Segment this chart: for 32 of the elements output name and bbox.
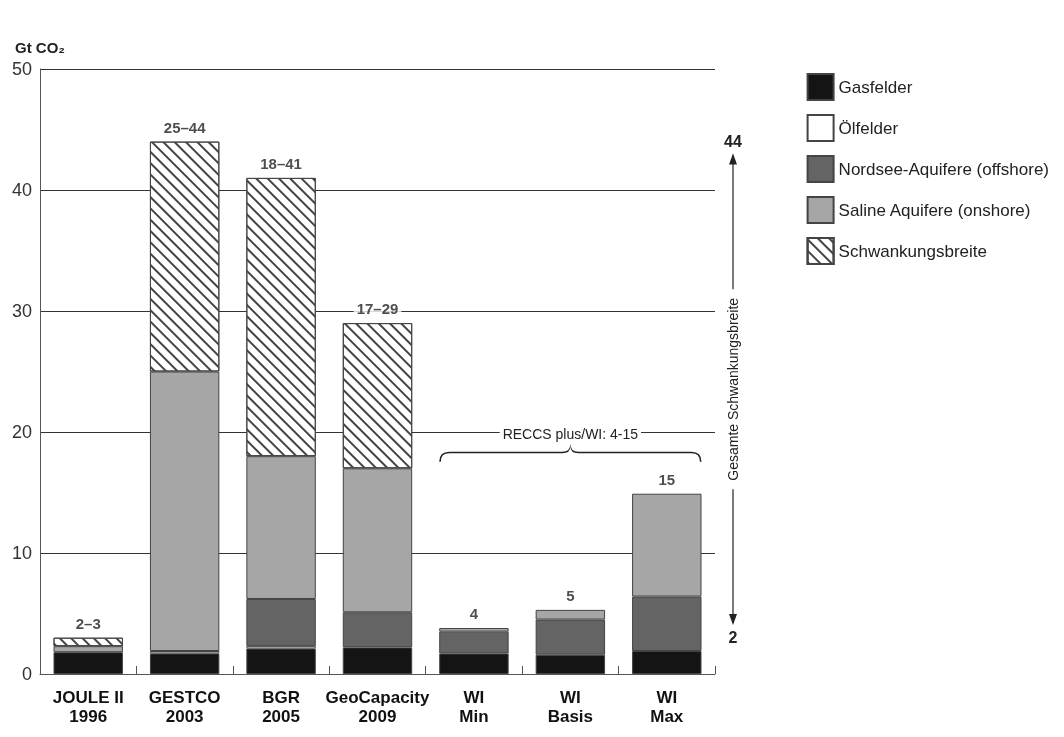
total-label: 5 [566, 586, 575, 604]
bar [246, 648, 316, 674]
text: Gesamte Schwankungsbreite [725, 297, 741, 481]
x-tick-label: GESTCO 2003 [148, 688, 221, 726]
legend-label: Gasfelder [838, 77, 913, 97]
legend-label: Ölfelder [838, 118, 899, 138]
x-tick-label: WI Max [650, 688, 684, 726]
text: 2 [728, 628, 738, 646]
total-label: 15 [658, 470, 676, 488]
total-label: 18–41 [260, 154, 302, 172]
y-tick-label: 20 [11, 422, 32, 442]
total-label: 25–44 [163, 118, 207, 136]
bar [149, 653, 220, 674]
total-label: 17–29 [356, 300, 399, 318]
x-tick-label: WI Basis [547, 688, 594, 726]
annotation: RECCS plus/WI: 4-15 [502, 425, 639, 442]
total-label: 2–3 [75, 614, 101, 632]
x-tick-label: BGR 2005 [262, 688, 300, 726]
legend-label: Nordsee-Aquifere (offshore) [838, 159, 1050, 179]
x-tick-label: WI Min [459, 688, 489, 726]
y-tick-label: 10 [11, 543, 32, 563]
total-label: 4 [469, 605, 479, 623]
legend-label: Saline Aquifere (onshore) [838, 200, 1031, 220]
y-tick-label: 0 [21, 664, 32, 684]
x-tick-label: JOULE II 1996 [52, 688, 124, 726]
y-tick-label: 50 [11, 59, 32, 79]
text: 44 [724, 133, 742, 151]
x-tick-label: GeoCapacity 2009 [325, 688, 430, 726]
y-axis-title: Gt CO₂ [15, 39, 65, 56]
y-tick-label: 30 [11, 301, 32, 321]
legend-label: Schwankungsbreite [838, 241, 987, 261]
y-tick-label: 40 [11, 180, 32, 200]
